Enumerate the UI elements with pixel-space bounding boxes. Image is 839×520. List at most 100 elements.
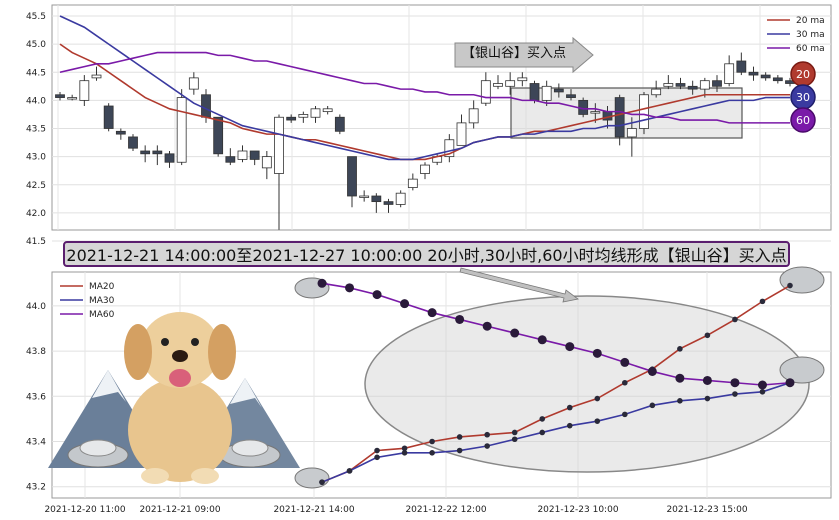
candle-body — [128, 136, 138, 149]
bottom-ma60-point — [785, 378, 795, 388]
bottom-ma30-point — [319, 479, 325, 485]
candle-body — [164, 153, 175, 163]
candle-body — [590, 111, 601, 114]
candle-body — [541, 85, 552, 101]
bottom-y-tick-label: 43.2 — [26, 483, 46, 493]
top-y-tick-label: 42.5 — [26, 181, 46, 191]
badge-20-label: 20 — [796, 68, 810, 81]
candle-body — [310, 108, 321, 118]
badge-60-label: 60 — [796, 114, 810, 127]
top-legend-30: 30 ma — [796, 30, 825, 40]
bottom-ma30-point — [429, 450, 435, 456]
bottom-ma60-point — [647, 366, 657, 376]
candle-body — [760, 74, 771, 79]
top-y-tick-label: 41.5 — [26, 237, 46, 247]
bottom-ma30-point — [511, 436, 518, 443]
bottom-ma30-point — [759, 388, 766, 395]
bottom-ma-lines — [317, 278, 795, 485]
bottom-x-tick-label: 2021-12-22 12:00 — [405, 505, 486, 515]
bottom-ma20-point — [677, 346, 683, 352]
top-y-ticks: 45.5 45.0 44.5 44.0 43.5 43.0 42.5 42.0 41.5 — [26, 12, 46, 247]
bottom-ma20-point — [566, 404, 573, 411]
bottom-ma30-line — [321, 381, 791, 483]
bottom-ma30-point — [539, 429, 546, 436]
bottom-x-tick-label: 2021-12-21 09:00 — [139, 505, 220, 515]
top-legend: 20 ma 30 ma 60 ma — [767, 16, 825, 54]
candle-body — [359, 195, 370, 198]
candle-body — [395, 192, 406, 205]
top-y-tick-label: 42.0 — [26, 209, 46, 219]
bottom-legend-ma30: MA30 — [89, 296, 115, 306]
bottom-ma60-point — [400, 299, 410, 309]
bottom-ma20-point — [374, 447, 380, 454]
bottom-ma60-point — [510, 328, 520, 338]
buy-point-arrow-label: 【银山谷】买入点 — [461, 46, 566, 61]
candle-body — [675, 83, 686, 87]
bottom-ma30-point — [374, 454, 380, 461]
bottom-ma60-point — [427, 308, 437, 318]
banner-pointer-arrow — [459, 267, 579, 303]
bottom-ma60-point — [372, 290, 382, 300]
candle-body — [286, 116, 297, 121]
bottom-ma30-point — [594, 418, 601, 424]
bottom-ma20-point — [429, 438, 435, 445]
top-legend-60: 60 ma — [796, 44, 825, 54]
top-ma30-line — [59, 15, 790, 161]
candle-body — [639, 94, 649, 129]
bottom-ma30-point — [566, 422, 573, 429]
bottom-ma60-point — [537, 335, 547, 345]
bottom-ma30-point — [346, 468, 353, 474]
bottom-ma20-point — [622, 379, 628, 386]
bottom-x-ticks: 2021-12-20 11:00 2021-12-21 09:00 2021-12-… — [44, 505, 747, 515]
candle-body — [55, 94, 65, 98]
bottom-legend-ma20: MA20 — [89, 282, 115, 292]
bottom-ma60-point — [620, 357, 630, 367]
top-y-tick-label: 43.0 — [26, 153, 46, 163]
bottom-x-tick-label: 2021-12-20 11:00 — [44, 505, 125, 515]
candle-body — [748, 71, 759, 76]
bottom-y-tick-label: 43.4 — [26, 438, 46, 448]
candle-body — [663, 83, 674, 87]
bottom-ma20-point — [787, 282, 793, 289]
candle-body — [115, 130, 126, 135]
candle-body — [493, 83, 503, 87]
bottom-ma60-point — [675, 373, 685, 383]
bottom-x-tick-label: 2021-12-23 10:00 — [537, 505, 618, 515]
candle-body — [103, 105, 114, 129]
candle-body — [480, 80, 491, 104]
bottom-ma30-point — [649, 402, 656, 409]
candle-body — [407, 178, 418, 188]
silver-ingot-icon — [67, 439, 281, 468]
candle-body — [274, 116, 284, 174]
bottom-ma20-point — [456, 434, 463, 440]
bottom-ma30-point — [677, 398, 683, 404]
bottom-x-tick-label: 2021-12-23 15:00 — [666, 505, 747, 515]
candle-body — [225, 156, 236, 163]
candle-body — [140, 150, 151, 155]
candle-body — [322, 108, 333, 113]
badge-60 — [790, 107, 816, 133]
candle-body — [347, 156, 357, 197]
candle-body — [736, 60, 747, 73]
top-y-tick-label: 44.0 — [26, 96, 46, 106]
bottom-legend-ma60: MA60 — [89, 310, 115, 320]
candle-body — [334, 116, 345, 132]
bottom-ma30-point — [732, 391, 738, 397]
bottom-ma20-point — [511, 429, 518, 436]
top-ma-lines — [59, 15, 790, 161]
candle-body — [529, 83, 540, 101]
candle-body — [371, 195, 382, 203]
candle-body — [201, 94, 211, 118]
bottom-y-tick-label: 43.8 — [26, 347, 46, 357]
bottom-y-tick-label: 43.6 — [26, 392, 46, 402]
bottom-ma20-point — [732, 316, 738, 323]
bottom-ma20-point — [594, 395, 601, 402]
candle-body — [505, 80, 516, 87]
candle-body — [687, 85, 698, 90]
candle-body — [298, 114, 309, 118]
ma-badges: 20 30 60 — [790, 61, 816, 133]
top-y-tick-label: 45.5 — [26, 12, 46, 22]
bottom-ma60-point — [482, 321, 492, 331]
top-y-tick-label: 43.5 — [26, 125, 46, 135]
